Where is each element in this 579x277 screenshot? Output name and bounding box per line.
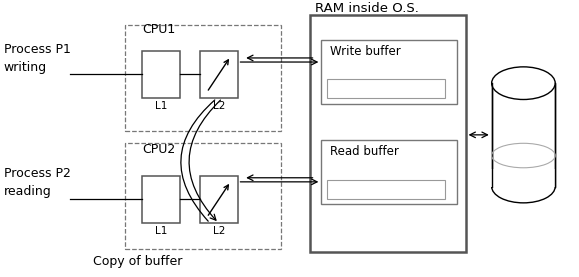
Ellipse shape: [492, 170, 555, 203]
Bar: [200, 50, 237, 98]
Bar: [327, 180, 445, 199]
Bar: [321, 40, 457, 104]
Bar: [125, 25, 281, 131]
Text: L2: L2: [212, 226, 225, 236]
Bar: [492, 83, 555, 186]
Bar: [142, 176, 179, 223]
Text: Process P2
reading: Process P2 reading: [3, 167, 71, 198]
Text: Copy of buffer: Copy of buffer: [93, 255, 182, 268]
Bar: [327, 79, 445, 98]
Text: Read buffer: Read buffer: [330, 145, 399, 158]
Text: RAM inside O.S.: RAM inside O.S.: [316, 2, 419, 16]
Bar: [490, 169, 556, 186]
Text: Write buffer: Write buffer: [330, 45, 401, 58]
Text: L1: L1: [155, 226, 167, 236]
Bar: [310, 15, 466, 252]
Bar: [321, 140, 457, 204]
Text: CPU1: CPU1: [142, 23, 175, 36]
Ellipse shape: [492, 67, 555, 99]
Text: CPU2: CPU2: [142, 143, 175, 156]
Text: L2: L2: [212, 101, 225, 111]
Text: L1: L1: [155, 101, 167, 111]
Bar: [200, 176, 237, 223]
Bar: [142, 50, 179, 98]
Text: Process P1
writing: Process P1 writing: [3, 43, 71, 74]
Bar: [125, 143, 281, 249]
